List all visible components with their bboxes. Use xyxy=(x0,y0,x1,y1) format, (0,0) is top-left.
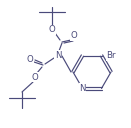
Text: O: O xyxy=(71,31,77,40)
Text: O: O xyxy=(32,72,38,82)
Text: N: N xyxy=(55,51,61,60)
Text: O: O xyxy=(27,55,33,63)
Text: N: N xyxy=(79,84,86,93)
Text: Br: Br xyxy=(107,51,116,60)
Text: O: O xyxy=(49,25,55,35)
